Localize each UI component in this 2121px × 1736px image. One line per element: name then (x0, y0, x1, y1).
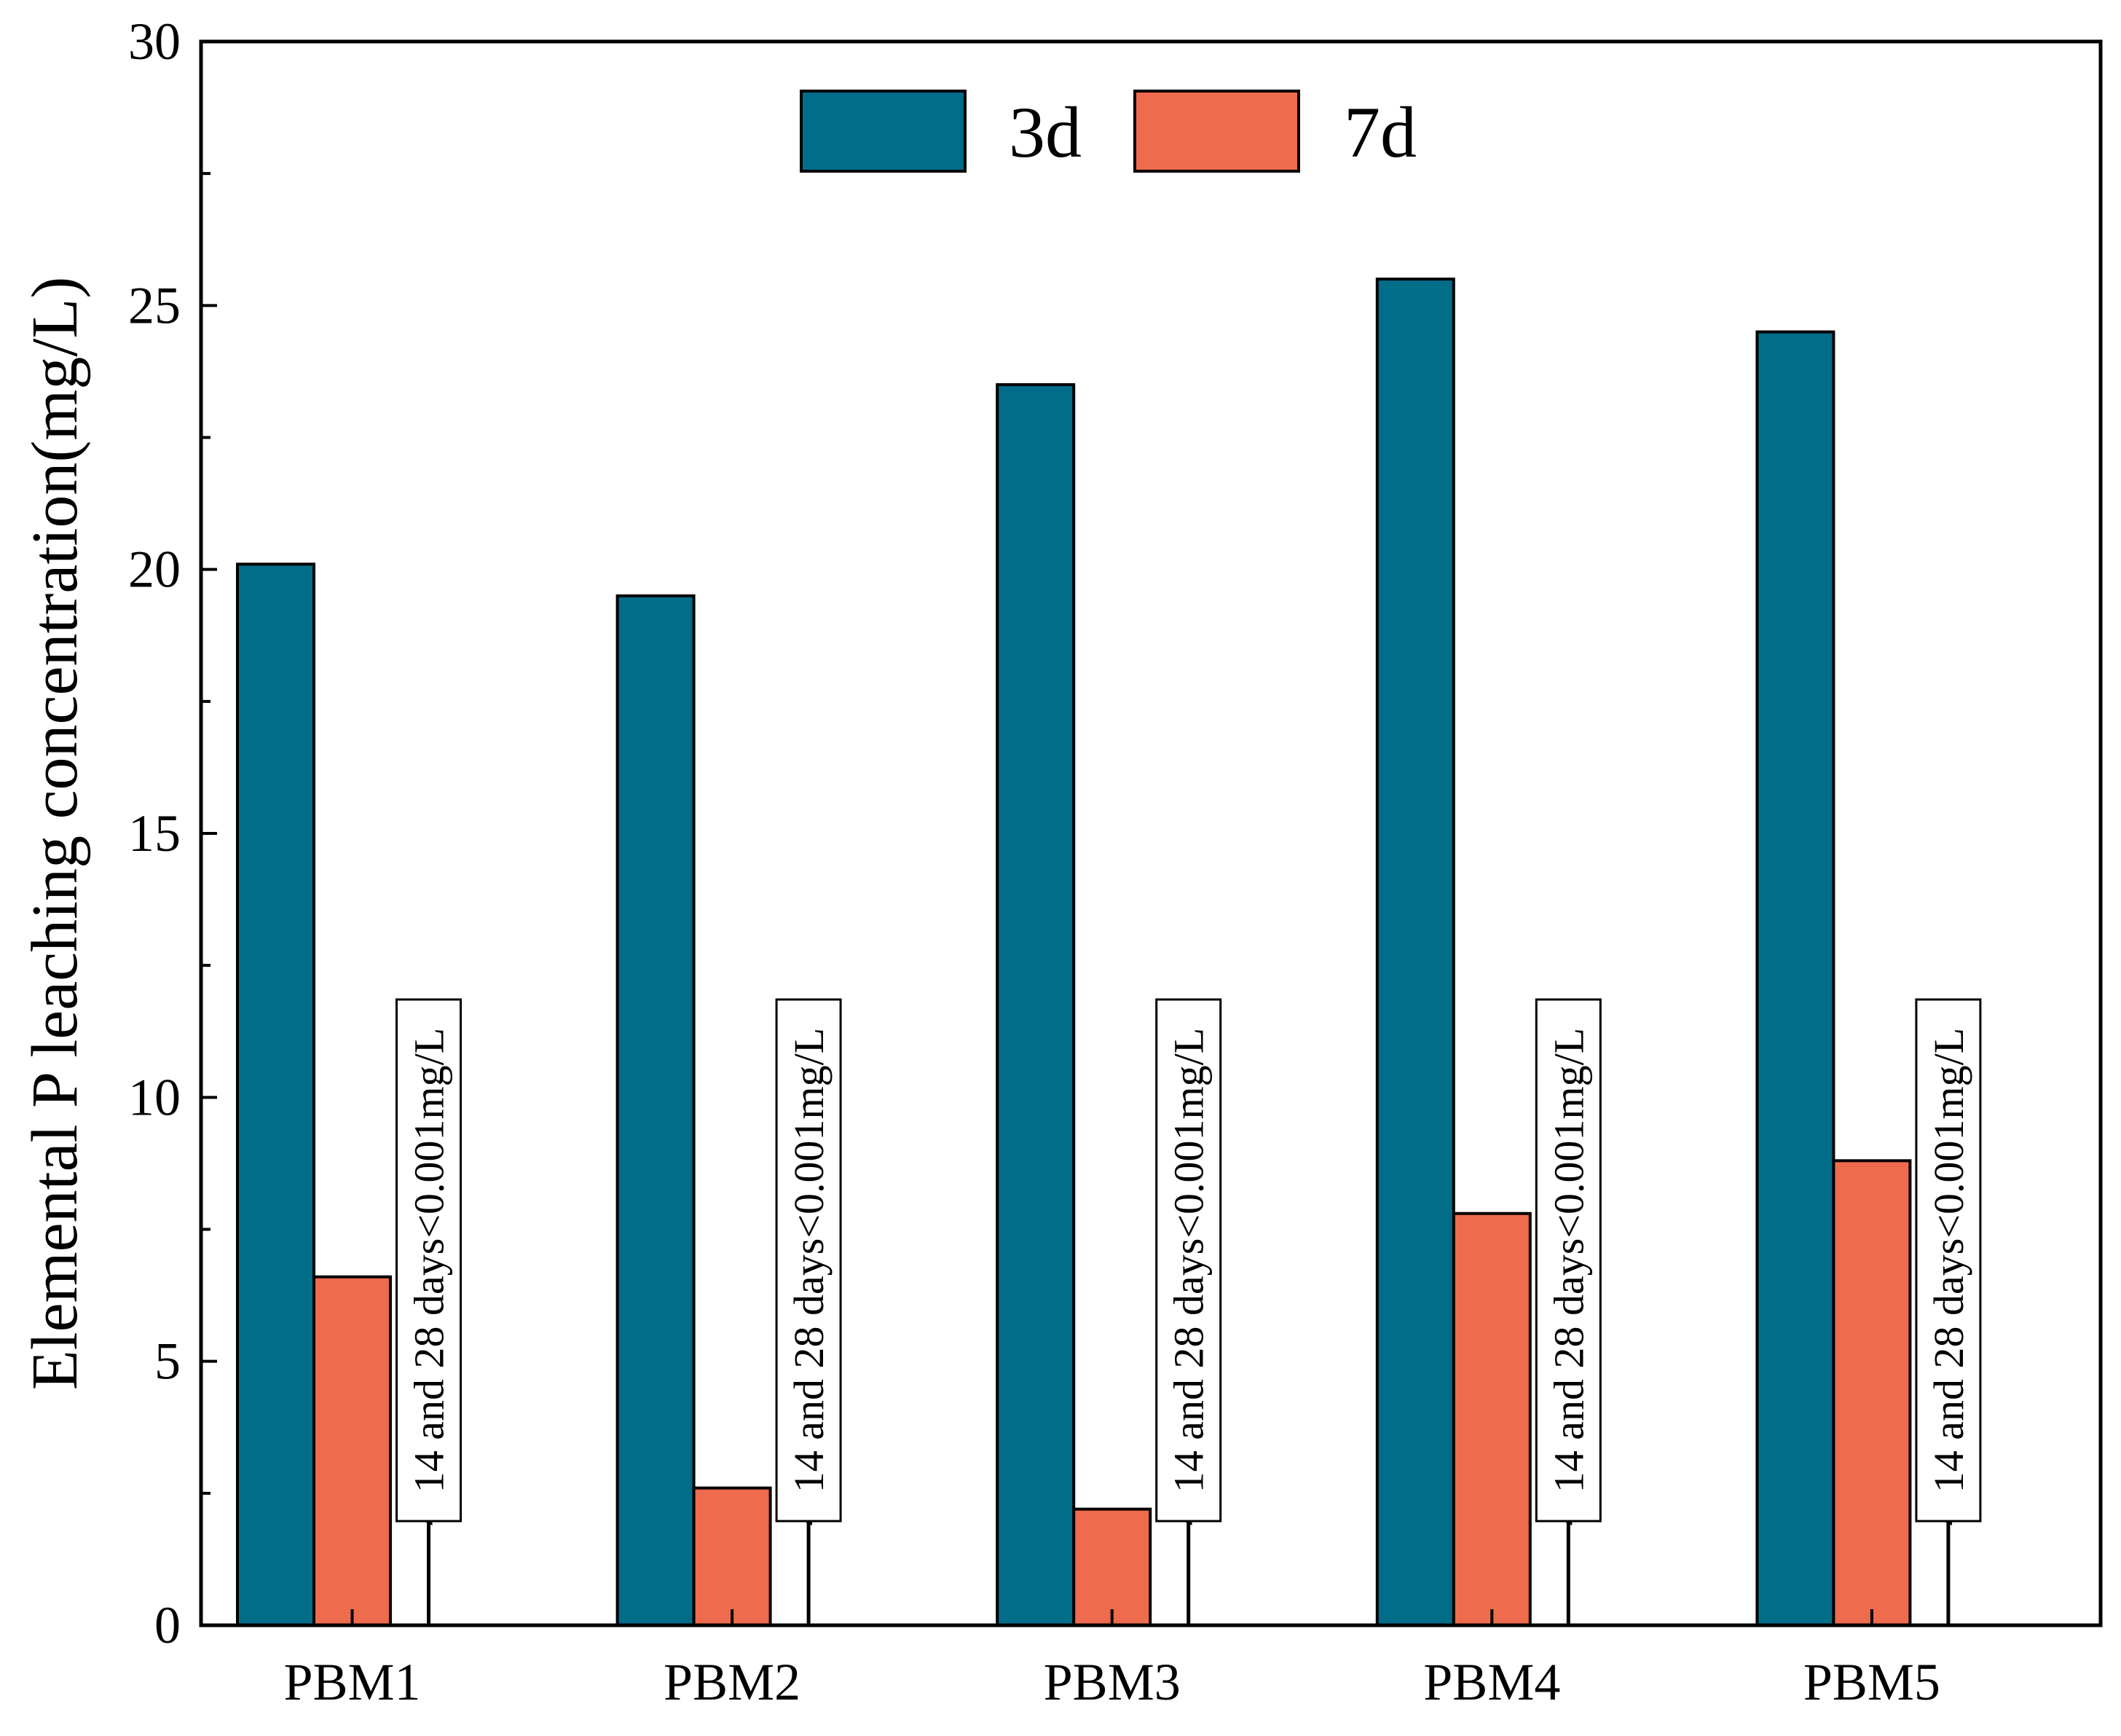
bar-3d-PBM1 (236, 562, 315, 1627)
annotation-text-PBM1: 14 and 28 days<0.001mg/L (406, 1028, 453, 1493)
annotation-box-PBM3 (1155, 998, 1222, 1523)
bar-3d-PBM4 (1375, 278, 1455, 1627)
bar-7d-PBM1 (312, 1275, 392, 1627)
annotation-box-PBM2 (775, 998, 842, 1523)
legend-label-3d: 3d (1009, 92, 1082, 173)
bar-7d-PBM3 (1072, 1507, 1152, 1627)
x-tick-label-PBM2: PBM2 (664, 1653, 800, 1711)
bar-3d-PBM3 (996, 383, 1076, 1627)
bar-7d-PBM4 (1452, 1211, 1532, 1627)
y-axis-ticks: 0 5 10 15 20 25 30 (128, 12, 217, 1654)
annotation-text-PBM4: 14 and 28 days<0.001mg/L (1545, 1028, 1592, 1493)
bars (236, 278, 1912, 1627)
y-tick-label-15: 15 (128, 804, 181, 863)
x-tick-label-PBM3: PBM3 (1044, 1653, 1181, 1711)
y-tick-label-5: 5 (154, 1332, 181, 1391)
x-tick-label-PBM4: PBM4 (1423, 1653, 1560, 1711)
y-tick-label-20: 20 (128, 541, 181, 599)
legend: 3d 7d (800, 90, 1417, 173)
annotation-text-PBM3: 14 and 28 days<0.001mg/L (1165, 1028, 1213, 1493)
annotation-text-PBM2: 14 and 28 days<0.001mg/L (785, 1028, 833, 1493)
y-tick-label-10: 10 (128, 1068, 181, 1126)
bar-7d-PBM2 (692, 1486, 772, 1627)
x-tick-label-PBM1: PBM1 (283, 1653, 420, 1711)
x-tick-label-PBM5: PBM5 (1803, 1653, 1940, 1711)
annotation-box-PBM1 (396, 998, 462, 1523)
y-axis-label: Elemental P leaching concentration(mg/L) (19, 277, 91, 1391)
y-tick-label-30: 30 (128, 12, 181, 71)
y-tick-label-25: 25 (128, 276, 181, 334)
bar-7d-PBM5 (1832, 1159, 1912, 1627)
bar-3d-PBM2 (615, 594, 696, 1627)
legend-swatch-3d (800, 90, 967, 173)
legend-swatch-7d (1133, 90, 1300, 173)
annotation-box-PBM4 (1535, 998, 1602, 1523)
annotation-text-PBM5: 14 and 28 days<0.001mg/L (1925, 1028, 1972, 1493)
plot-frame (199, 39, 2103, 1627)
y-tick-label-0: 0 (154, 1596, 181, 1654)
legend-label-7d: 7d (1344, 92, 1417, 173)
annotations: 14 and 28 days<0.001mg/L 14 and 28 days<0… (396, 998, 1982, 1625)
x-axis-labels: PBM1 PBM2 PBM3 PBM4 PBM5 (283, 1609, 1940, 1711)
bar-3d-PBM5 (1755, 330, 1835, 1627)
annotation-box-PBM5 (1915, 998, 1982, 1523)
